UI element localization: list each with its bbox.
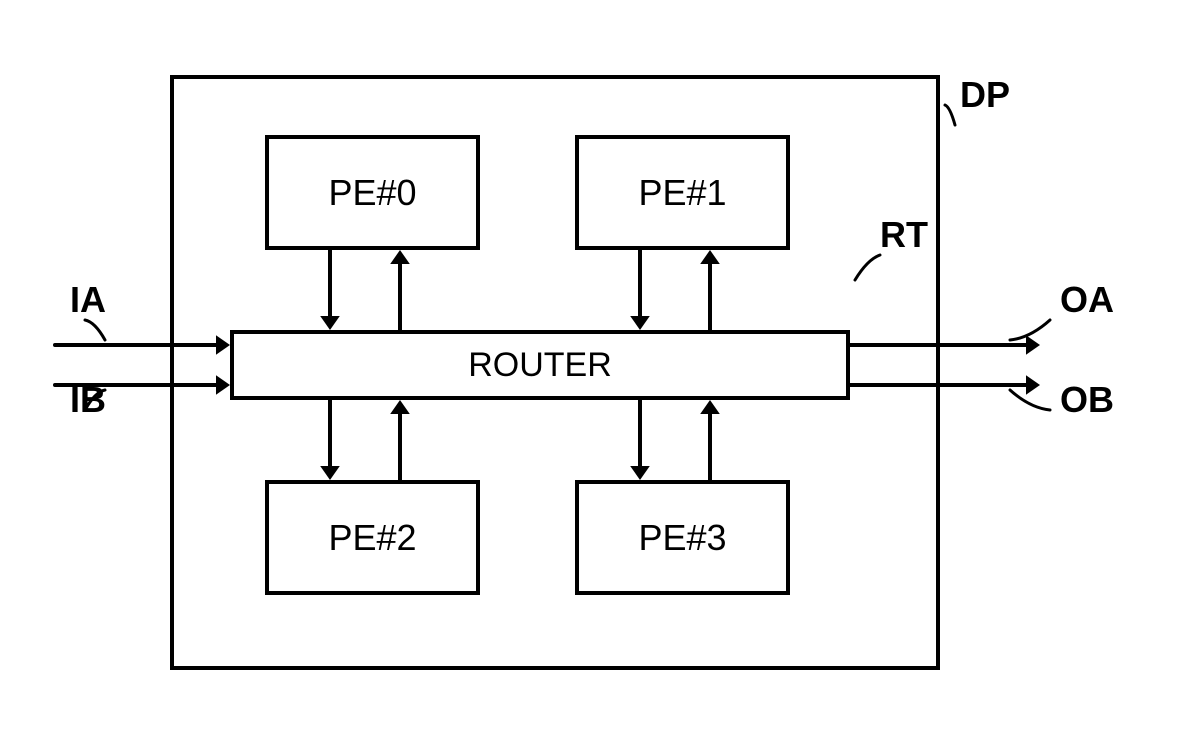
pe1-box: PE#1 (575, 135, 790, 250)
pe0-label: PE#0 (328, 172, 416, 214)
pe1-label: PE#1 (638, 172, 726, 214)
dp-label: DP (960, 74, 1010, 116)
oa-label: OA (1060, 279, 1114, 321)
router-label: ROUTER (468, 346, 612, 385)
pe2-label: PE#2 (328, 517, 416, 559)
ia-label: IA (70, 279, 106, 321)
pe0-box: PE#0 (265, 135, 480, 250)
rt-label: RT (880, 214, 928, 256)
ob-label: OB (1060, 379, 1114, 421)
pe2-box: PE#2 (265, 480, 480, 595)
ib-label: IB (70, 379, 106, 421)
pe3-label: PE#3 (638, 517, 726, 559)
router-box: ROUTER (230, 330, 850, 400)
diagram-canvas: PE#0 PE#1 PE#2 PE#3 ROUTER DP RT IA IB O… (0, 0, 1181, 733)
pe3-box: PE#3 (575, 480, 790, 595)
